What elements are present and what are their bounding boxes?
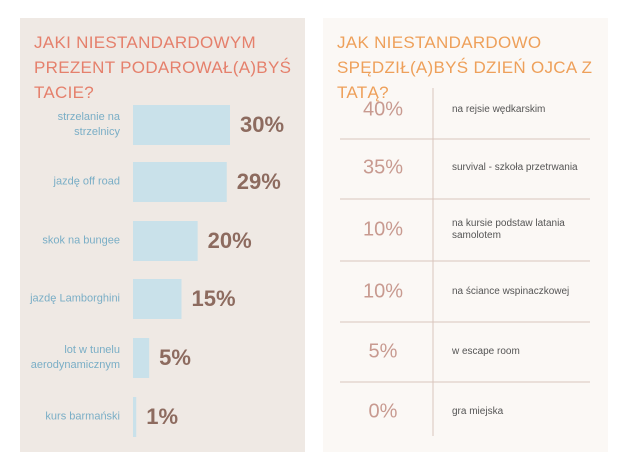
percent-value: 0% — [368, 400, 398, 423]
percent-value: 10% — [362, 218, 404, 241]
value-label: 1% — [146, 404, 179, 429]
option-label: na rejsie wędkarskim — [452, 104, 546, 115]
option-label: w escape room — [452, 346, 520, 357]
category-label: lot w tunelu aerodynamicznym — [30, 344, 120, 371]
bar — [133, 397, 137, 437]
percent-value: 35% — [362, 156, 404, 179]
value-label: 15% — [191, 286, 236, 311]
value-label: 29% — [236, 169, 281, 194]
right-panel — [323, 18, 608, 452]
bar — [133, 338, 150, 378]
category-label: kurs barmański — [45, 410, 120, 423]
bar — [133, 162, 227, 202]
value-label: 30% — [240, 112, 285, 137]
option-label: na ściance wspinaczkowej — [452, 286, 570, 297]
percent-value: 5% — [368, 340, 398, 363]
option-label: survival - szkoła przetrwania — [452, 162, 578, 173]
value-label: 5% — [159, 345, 191, 370]
category-label: jazdę Lamborghini — [30, 292, 120, 305]
category-label: skok na bungee — [42, 234, 120, 247]
chart-title: JAK NIESTANDARDOWO SPĘDZIŁ(A)BYŚ DZIEŃ O… — [337, 33, 593, 102]
percent-value: 10% — [362, 280, 404, 303]
bar — [133, 221, 198, 261]
bar — [133, 105, 230, 145]
value-label: 20% — [207, 228, 252, 253]
option-label: gra miejska — [452, 406, 504, 417]
chart-title: JAKI NIESTANDARDOWYM PREZENT PODAROWAŁ(A… — [34, 33, 292, 102]
bar — [133, 279, 182, 319]
percent-value: 40% — [362, 98, 404, 121]
category-label: strzelanie na strzelnicy — [57, 111, 120, 138]
category-label: jazdę off road — [53, 175, 120, 188]
option-label: na kursie podstaw latania samolotem — [452, 218, 565, 241]
